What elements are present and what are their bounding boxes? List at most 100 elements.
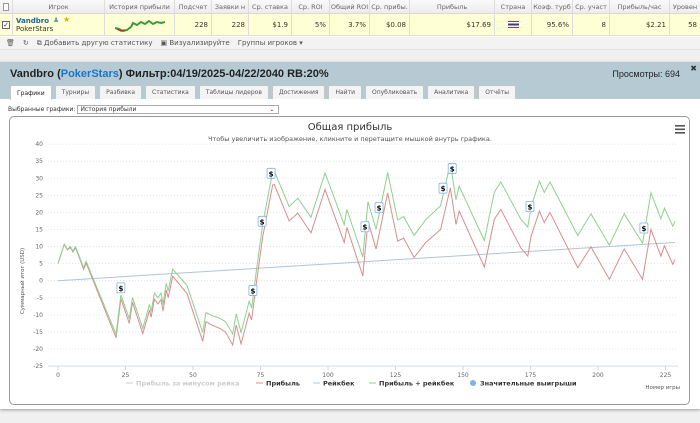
chart-container: Общая прибыль Чтобы увеличить изображени… (9, 116, 690, 405)
cell-avg-stake: $1.9 (249, 14, 292, 35)
significant-win-marker: $ (639, 222, 649, 234)
cell-avg-roi: 5% (292, 14, 330, 35)
player-site: PokerStars (16, 24, 54, 33)
tab-analytics[interactable]: Аналитика (427, 85, 476, 99)
col-turbo[interactable]: Коэф. турб (532, 0, 573, 13)
paren-close: ) (118, 68, 123, 80)
legend-item[interactable]: Прибыль + рейкбек (369, 380, 455, 388)
marker-flag (257, 215, 267, 227)
col-country[interactable]: Страна (495, 0, 532, 13)
significant-win-marker: $ (360, 221, 370, 233)
col-avg-field[interactable]: Ср. участ (573, 0, 610, 13)
panel-player-name: Vandbro (10, 68, 55, 80)
sparkline-chart (114, 19, 165, 32)
x-tick-label: 150 (457, 372, 469, 379)
dollar-icon: $ (269, 170, 274, 178)
tab-charts[interactable]: Графики (10, 85, 52, 100)
tab-tournaments[interactable]: Турниры (54, 85, 97, 99)
y-tick-label: -25 (33, 363, 43, 370)
legend-item[interactable]: Рейкбек (313, 380, 355, 388)
visualize-button[interactable]: ▣ Визуализируйте (160, 39, 230, 47)
col-profit-hour[interactable]: Прибыль/час (610, 0, 670, 13)
y-tick-label: 30 (35, 175, 43, 182)
thailand-flag-icon (495, 14, 532, 35)
add-stat-button[interactable]: ⧉ Добавить другую статистику (36, 38, 153, 47)
select-all-checkbox[interactable] (0, 0, 13, 13)
trash-icon[interactable]: 🗑 (6, 39, 15, 47)
add-stat-label: Добавить другую статистику (44, 38, 153, 47)
marker-flag (447, 163, 457, 174)
legend-item[interactable]: Прибыль за минусом рейка (126, 380, 240, 388)
tab-statistics[interactable]: Статистика (145, 85, 196, 99)
significant-win-marker: $ (266, 167, 276, 179)
cell-profit: $17.69 (410, 14, 495, 35)
cell-profit-hour: $2.21 (610, 14, 670, 35)
player-table: Игрок История прибыли Подсчет Заявки н С… (0, 0, 700, 37)
refresh-icon[interactable]: ↻ (22, 39, 29, 47)
significant-win-marker: $ (525, 201, 535, 213)
col-profit-history[interactable]: История прибыли (105, 0, 175, 13)
significant-win-marker: $ (257, 215, 267, 227)
x-tick-label: 50 (189, 372, 197, 379)
significant-win-marker: $ (116, 282, 126, 294)
legend-label: Прибыль + рейкбек (379, 380, 455, 388)
marker-flag (116, 282, 126, 294)
col-total-roi[interactable]: Общий ROI (330, 0, 370, 13)
tab-reports[interactable]: Отчёты (478, 85, 516, 99)
dollar-icon: $ (260, 218, 265, 226)
legend-label: Прибыль (266, 380, 300, 388)
col-level[interactable]: Уровен (672, 2, 698, 11)
y-tick-label: -15 (33, 329, 43, 336)
x-tick-label: 175 (525, 372, 537, 379)
tab-achievements[interactable]: Достижения (271, 85, 326, 99)
profit-sparkline (105, 14, 175, 35)
row-checkbox[interactable]: ✓ (0, 14, 13, 35)
hamburger-menu-icon[interactable] (675, 125, 685, 134)
y-tick-label: 5 (39, 261, 43, 268)
legend-item[interactable]: Прибыль (256, 380, 300, 388)
profit-chart[interactable]: Общая прибыль Чтобы увеличить изображени… (10, 117, 690, 405)
panel-filter: Фильтр:04/19/2025-04/22/2040 RB:20% (125, 68, 329, 80)
col-avg-stake[interactable]: Ср. ставка (249, 0, 292, 13)
tab-publish[interactable]: Опубликовать (364, 85, 425, 99)
rakeback-line (57, 241, 675, 282)
y-tick-label: 40 (35, 141, 43, 148)
close-icon[interactable]: ✖ (690, 64, 697, 73)
chart-selector-dropdown[interactable]: История прибыли ⌄ (77, 105, 280, 114)
visualize-label: Визуализируйте (169, 39, 230, 47)
col-count[interactable]: Подсчет (175, 0, 212, 13)
marker-flag (360, 221, 370, 233)
x-tick-label: 25 (122, 372, 130, 379)
marker-flag (525, 201, 535, 213)
player-name-link[interactable]: Vandbro (16, 16, 50, 25)
tab-breakdown[interactable]: Разбивка (99, 85, 143, 99)
x-tick-label: 75 (257, 372, 265, 379)
col-profit[interactable]: Прибыль (410, 0, 495, 13)
table-toolbar: 🗑 ↻ ⧉ Добавить другую статистику ▣ Визуа… (0, 37, 700, 50)
col-entries[interactable]: Заявки н (212, 0, 249, 13)
col-avg-profit[interactable]: Ср. прибы. (370, 0, 410, 13)
y-tick-label: -10 (33, 312, 43, 319)
tab-find[interactable]: Найти (328, 85, 362, 99)
chart-selector-value: История прибыли (80, 106, 137, 113)
table-row[interactable]: ✓ Vandbro PokerStars ♟ ★ 228 228 $1.9 5%… (0, 14, 700, 36)
significant-win-marker: $ (374, 202, 384, 214)
y-tick-label: -20 (33, 346, 43, 353)
player-icon[interactable]: ♟ (53, 16, 60, 24)
cell-level: 58 (688, 20, 697, 29)
col-player[interactable]: Игрок (13, 0, 105, 13)
x-tick-label: 225 (660, 372, 672, 379)
player-groups-dropdown[interactable]: Группы игроков ▾ (237, 39, 303, 47)
star-icon[interactable]: ★ (63, 15, 71, 24)
legend-item[interactable]: Значительные выигрыши (470, 380, 577, 388)
profit-line (57, 183, 676, 347)
y-tick-label: 25 (35, 192, 43, 199)
x-tick-label: 100 (322, 372, 334, 379)
tab-leaderboards[interactable]: Таблицы лидеров (198, 85, 269, 99)
y-tick-label: -5 (37, 295, 43, 302)
dollar-icon: $ (450, 166, 455, 174)
dollar-icon: $ (377, 205, 382, 213)
panel-site-link[interactable]: PokerStars (60, 68, 119, 80)
cell-turbo: 95.6% (532, 14, 573, 35)
col-avg-roi[interactable]: Ср. ROI (292, 0, 330, 13)
